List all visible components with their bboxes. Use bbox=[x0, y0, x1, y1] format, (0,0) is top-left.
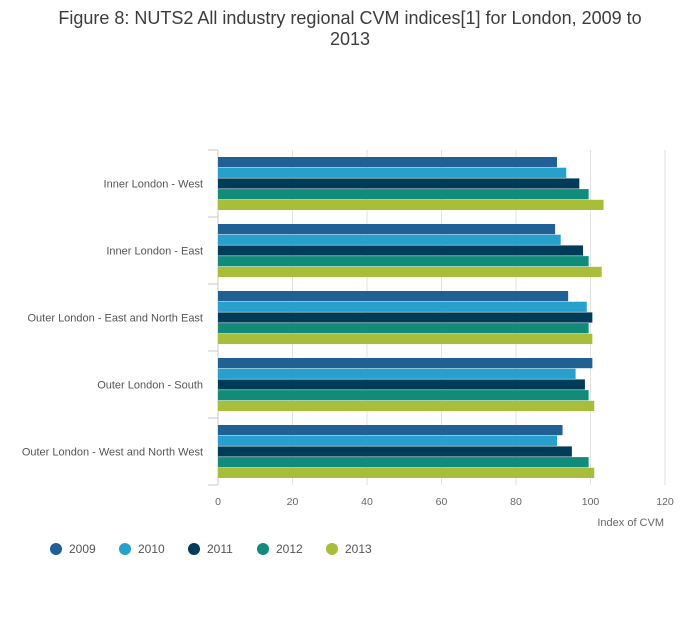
bar bbox=[218, 368, 576, 379]
legend-swatch bbox=[326, 543, 338, 555]
legend-swatch bbox=[119, 543, 131, 555]
bar bbox=[218, 390, 589, 401]
chart-title: Figure 8: NUTS2 All industry regional CV… bbox=[58, 8, 641, 49]
bar bbox=[218, 435, 557, 446]
bar bbox=[218, 425, 563, 436]
legend-item: 2010 bbox=[119, 542, 165, 556]
category-label: Outer London - East and North East bbox=[28, 313, 204, 325]
bar bbox=[218, 291, 569, 302]
axes bbox=[208, 149, 219, 486]
category-label: Outer London - South bbox=[97, 380, 203, 392]
bar bbox=[218, 467, 595, 478]
bar bbox=[218, 189, 589, 200]
legend-item: 2013 bbox=[326, 542, 372, 556]
legend-label: 2013 bbox=[345, 542, 372, 556]
legend-label: 2010 bbox=[138, 542, 165, 556]
chart-title-line-1: Figure 8: NUTS2 All industry regional CV… bbox=[58, 8, 641, 28]
x-tick-label: 60 bbox=[436, 496, 448, 508]
x-tick-label: 20 bbox=[287, 496, 299, 508]
bar bbox=[218, 157, 557, 168]
legend-item: 2009 bbox=[50, 542, 96, 556]
bar bbox=[218, 256, 589, 267]
bar bbox=[218, 323, 589, 334]
x-axis-title: Index of CVM bbox=[597, 517, 664, 529]
bar bbox=[218, 400, 595, 411]
bar bbox=[218, 199, 604, 210]
legend-swatch bbox=[50, 543, 62, 555]
bar bbox=[218, 167, 567, 178]
legend-swatch bbox=[257, 543, 269, 555]
bar bbox=[218, 358, 593, 369]
bar bbox=[218, 301, 587, 312]
legend: 2009 2010 2011 2012 2013 bbox=[50, 542, 372, 556]
chart-title-line-2: 2013 bbox=[330, 29, 370, 49]
bar bbox=[218, 446, 572, 457]
bar bbox=[218, 245, 584, 256]
x-tick-label: 40 bbox=[361, 496, 373, 508]
bars bbox=[218, 157, 604, 478]
bar bbox=[218, 178, 580, 189]
legend-swatch bbox=[188, 543, 200, 555]
x-tick-label: 0 bbox=[215, 496, 221, 508]
category-label: Outer London - West and North West bbox=[22, 447, 203, 459]
bar bbox=[218, 266, 602, 277]
bar bbox=[218, 379, 585, 390]
bar bbox=[218, 312, 593, 323]
legend-item: 2011 bbox=[188, 542, 233, 556]
category-label: Inner London - West bbox=[104, 179, 203, 191]
bar bbox=[218, 457, 589, 468]
x-tick-label: 80 bbox=[510, 496, 522, 508]
bar bbox=[218, 234, 561, 245]
legend-label: 2009 bbox=[69, 542, 96, 556]
legend-item: 2012 bbox=[257, 542, 303, 556]
legend-label: 2012 bbox=[276, 542, 303, 556]
labels: 0 20 40 60 80 100 120 Inner London - West Inner … bbox=[22, 179, 674, 509]
bar bbox=[218, 224, 556, 235]
legend-label: 2011 bbox=[207, 542, 233, 556]
x-tick-label: 100 bbox=[582, 496, 600, 508]
bar bbox=[218, 333, 593, 344]
category-label: Inner London - East bbox=[106, 246, 203, 258]
x-tick-label: 120 bbox=[656, 496, 674, 508]
